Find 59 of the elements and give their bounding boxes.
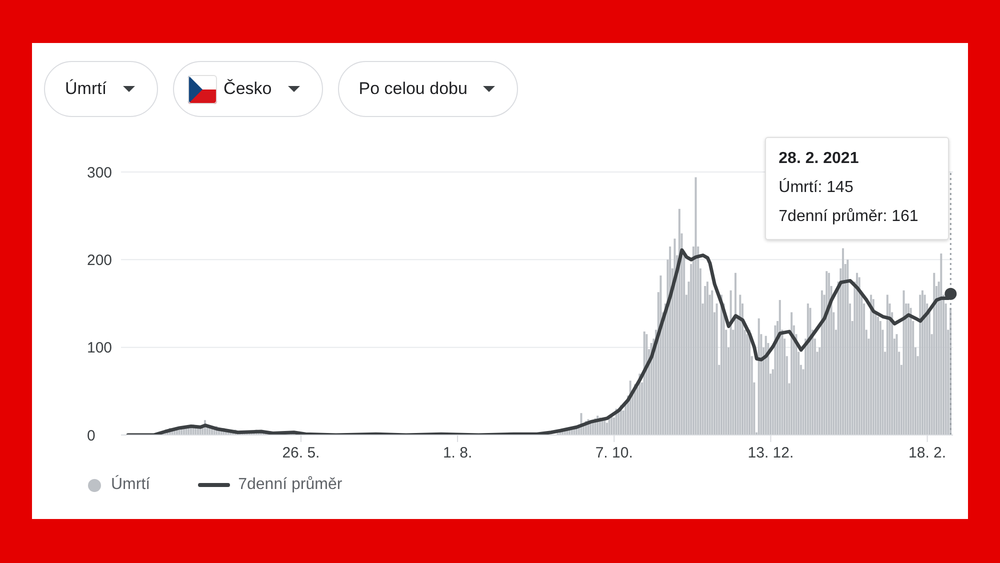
x-tick-label: 7. 10.	[595, 444, 633, 462]
bar	[716, 304, 718, 435]
bar	[809, 308, 812, 435]
x-tick-label: 18. 2.	[908, 444, 946, 462]
bar	[601, 420, 604, 435]
legend-label: Úmrtí	[111, 476, 150, 494]
bar	[704, 286, 706, 435]
bar	[734, 272, 736, 435]
dropdown-button: Česko	[172, 61, 323, 117]
bar	[678, 208, 680, 435]
bar	[711, 290, 714, 435]
bar	[907, 304, 910, 435]
bar	[739, 294, 742, 435]
bar	[846, 260, 849, 435]
legend-label: 7denní průměr	[238, 476, 342, 494]
bar	[190, 428, 192, 435]
bar	[896, 334, 898, 435]
y-tick-label: 300	[87, 164, 112, 182]
bar	[933, 272, 936, 435]
dropdown-button: Po celou dobu	[338, 61, 518, 117]
bar	[706, 282, 708, 435]
y-tick-label: 0	[87, 427, 96, 444]
y-tick-label: 200	[87, 252, 112, 269]
bar	[694, 177, 697, 435]
bar	[720, 294, 722, 435]
bar	[826, 271, 828, 435]
bar	[764, 336, 767, 435]
bar	[902, 290, 905, 435]
x-tick-label: 13. 12.	[748, 444, 794, 462]
bar	[748, 330, 751, 435]
y-tick-label: 100	[87, 340, 112, 357]
bar	[730, 290, 732, 435]
bar	[910, 308, 912, 435]
annotation: 7denní průměr: 161	[778, 208, 918, 225]
annotation: Úmrtí: 145	[778, 179, 854, 196]
bar	[758, 318, 760, 435]
bar	[669, 246, 672, 435]
bar	[178, 430, 180, 435]
bar	[643, 332, 646, 435]
x-tick-label: 1. 8.	[442, 444, 472, 462]
bar	[646, 334, 648, 435]
bar	[886, 294, 888, 435]
bar	[660, 275, 662, 435]
bar	[806, 304, 809, 435]
bar	[790, 312, 793, 435]
bar	[940, 254, 942, 435]
bar	[820, 290, 823, 435]
dropdown-button: Úmrtí	[44, 61, 158, 117]
bar	[674, 238, 676, 435]
bar	[774, 325, 776, 435]
bar	[919, 294, 922, 435]
bar	[778, 300, 781, 435]
bar	[924, 294, 926, 435]
bar	[606, 422, 608, 435]
bar	[858, 277, 860, 435]
x-tick-label: 26. 5.	[282, 444, 320, 462]
tooltip-card: 28. 2. 2021 Úmrtí: 145 7denní průměr: 161	[764, 137, 949, 240]
bar	[746, 334, 748, 435]
bar	[870, 294, 872, 435]
